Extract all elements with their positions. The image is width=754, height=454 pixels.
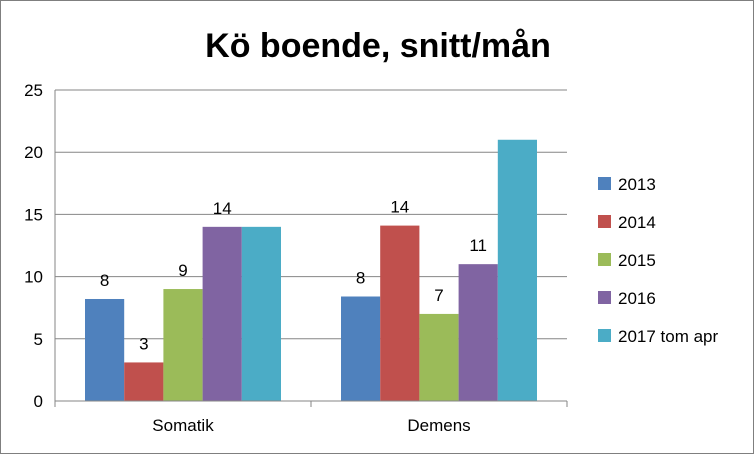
y-tick-label: 15 [24,205,43,224]
chart-title: Kö boende, snitt/mån [205,27,551,65]
data-label: 3 [139,334,148,353]
legend: 2013 2014 2015 2016 2017 tom apr [598,175,719,346]
data-label: 7 [434,286,443,305]
legend-label: 2017 tom apr [618,327,719,346]
bar-2016-somatik [202,226,242,401]
bar-2015-somatik [163,289,203,401]
legend-swatch [598,253,611,266]
y-tick-label: 0 [34,392,43,411]
legend-label: 2016 [618,289,656,308]
bar-2017-tom-apr-somatik [241,226,281,401]
y-tick-label: 10 [24,268,43,287]
y-tick-label: 5 [34,330,43,349]
legend-swatch [598,291,611,304]
data-label: 8 [100,271,109,290]
legend-swatch [598,215,611,228]
bar-2015-demens [419,313,459,401]
data-label: 14 [390,198,409,217]
bar-2017-tom-apr-demens [497,139,537,401]
data-labels: 8 3 9 14 8 14 7 11 [100,198,487,354]
data-label: 14 [213,199,232,218]
y-tick-label: 25 [24,81,43,100]
axes: 0 5 10 15 20 25 Somatik Demens [24,81,568,435]
bar-2016-demens [458,264,498,401]
bar-2014-demens [380,225,420,401]
legend-label: 2015 [618,251,656,270]
y-tick-label: 20 [24,143,43,162]
legend-swatch [598,329,611,342]
bar-2013-demens [341,296,381,401]
legend-label: 2013 [618,175,656,194]
x-category-label: Somatik [152,416,214,435]
bars [85,139,537,401]
data-label: 8 [356,269,365,288]
bar-2014-somatik [124,362,164,401]
legend-label: 2014 [618,213,656,232]
bar-2013-somatik [85,298,125,401]
data-label: 9 [178,261,187,280]
legend-swatch [598,177,611,190]
x-category-label: Demens [407,416,470,435]
data-label: 11 [469,236,487,255]
